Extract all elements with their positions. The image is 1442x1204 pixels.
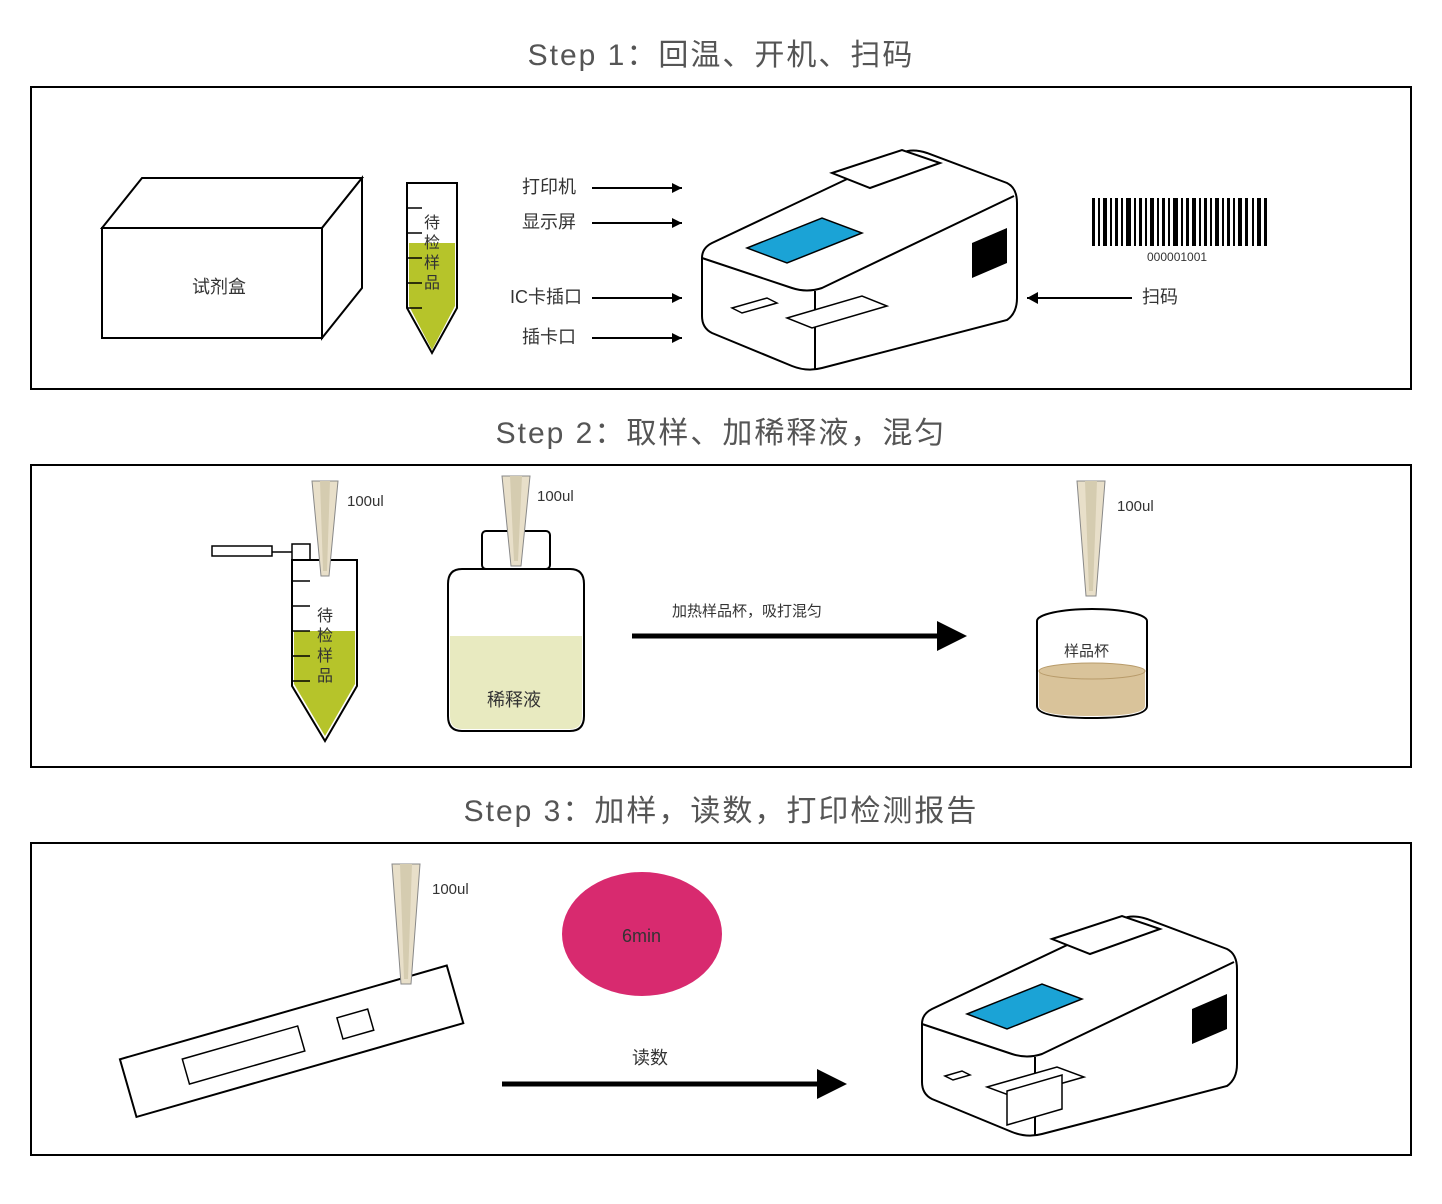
reagent-box: 试剂盒 — [102, 178, 362, 338]
sample-vlabel-4: 品 — [424, 275, 440, 292]
step3-panel: 100ul 6min 读数 — [30, 842, 1412, 1156]
cup-label: 样品杯 — [1064, 643, 1109, 660]
device-labels: 打印机 显示屏 IC卡插口 插卡口 — [510, 177, 682, 347]
svg-text:品: 品 — [317, 668, 333, 685]
barcode: 000001001 — [1092, 198, 1267, 264]
sample-vlabel-2: 检 — [424, 234, 440, 252]
vol-step3: 100ul — [432, 881, 469, 898]
barcode-number: 000001001 — [1147, 250, 1207, 264]
step2-panel: 100ul 待 检 样 品 100ul 稀释液 加热样品杯，吸打混匀 100ul… — [30, 464, 1412, 768]
read-text: 读数 — [632, 1048, 668, 1068]
label-printer: 打印机 — [522, 177, 576, 197]
step1-panel: 试剂盒 待 检 样 品 打印机 显示屏 IC卡插口 插卡口 — [30, 86, 1412, 390]
svg-text:检: 检 — [317, 627, 333, 645]
step1-title: Step 1：回温、开机、扫码 — [30, 30, 1412, 74]
vol3: 100ul — [1117, 498, 1154, 515]
device-step1 — [702, 150, 1017, 370]
vol1: 100ul — [347, 493, 384, 510]
reagent-box-label: 试剂盒 — [192, 277, 246, 297]
read-arrow: 读数 — [502, 1048, 847, 1099]
sample-tube-step2: 100ul 待 检 样 品 — [212, 481, 384, 741]
sample-tube-step1: 待 检 样 品 — [407, 183, 457, 353]
sample-vlabel-1: 待 — [424, 214, 440, 232]
vol2: 100ul — [537, 488, 574, 505]
timer-text: 6min — [622, 926, 661, 946]
test-strip — [120, 966, 463, 1117]
scan-label: 扫码 — [1142, 287, 1178, 307]
mix-arrow: 加热样品杯，吸打混匀 — [632, 603, 967, 651]
diluent-label: 稀释液 — [487, 690, 541, 710]
step3-title: Step 3：加样，读数，打印检测报告 — [30, 786, 1412, 830]
pipette-step3: 100ul — [392, 864, 469, 984]
label-display: 显示屏 — [522, 212, 576, 232]
arrow-text: 加热样品杯，吸打混匀 — [672, 603, 822, 620]
svg-text:样: 样 — [317, 647, 333, 665]
device-step3 — [922, 916, 1237, 1136]
diluent-bottle: 100ul 稀释液 — [448, 476, 584, 731]
sample-vlabel-3: 样 — [424, 254, 440, 272]
label-ic-card: IC卡插口 — [510, 287, 582, 307]
scan-arrow: 扫码 — [1027, 287, 1178, 307]
sample-cup: 100ul 样品杯 — [1037, 481, 1154, 718]
label-card-slot: 插卡口 — [522, 327, 576, 347]
timer-circle: 6min — [562, 872, 722, 996]
svg-text:待: 待 — [317, 607, 333, 625]
step2-title: Step 2：取样、加稀释液，混匀 — [30, 408, 1412, 452]
